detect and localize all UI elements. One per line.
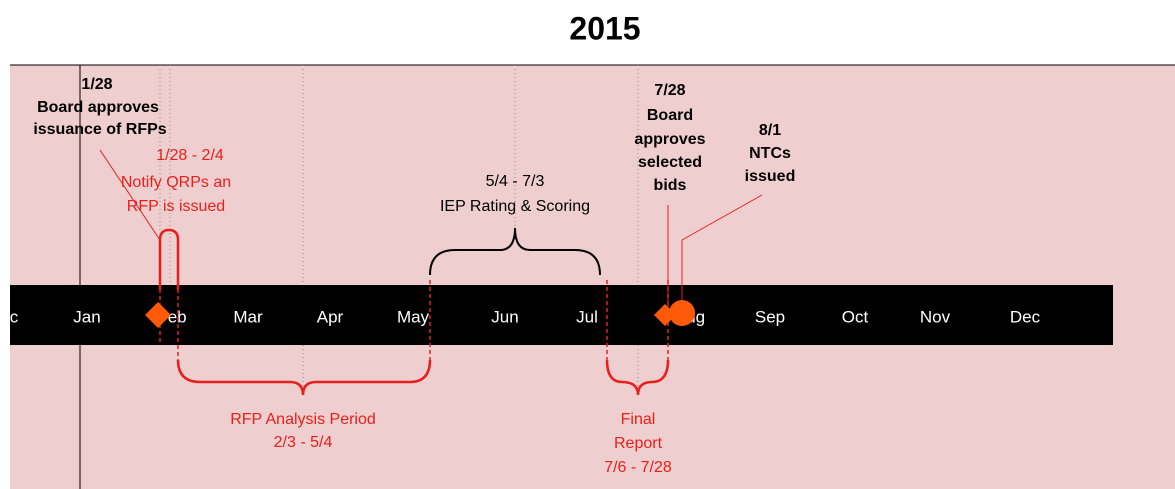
diamond-marker bbox=[145, 302, 171, 328]
annotation-line: RFP is issued bbox=[127, 198, 225, 215]
month-label: Mar bbox=[233, 307, 263, 326]
annotation-line: Report bbox=[614, 435, 663, 452]
annotation-line: Board approves bbox=[37, 99, 159, 116]
dotted-guides bbox=[159, 65, 639, 395]
month-label: May bbox=[397, 307, 430, 326]
month-label: Jun bbox=[491, 307, 518, 326]
annotation-line: NTCs bbox=[749, 145, 791, 162]
braces bbox=[158, 227, 670, 396]
month-label: Oct bbox=[842, 307, 869, 326]
annotation-line: 7/28 bbox=[654, 82, 685, 99]
month-label: Sep bbox=[755, 307, 785, 326]
annotation-line: Notify QRPs an bbox=[121, 174, 231, 191]
annotation-line: 5/4 - 7/3 bbox=[486, 173, 545, 190]
annotation-line: 1/28 bbox=[81, 76, 112, 93]
title: 2015 bbox=[569, 10, 640, 46]
annotation-line: Final bbox=[621, 411, 656, 428]
annotation-line: Board bbox=[647, 107, 693, 124]
annotation-line: selected bbox=[638, 154, 702, 171]
annotation-line: 8/1 bbox=[759, 122, 781, 139]
red-markers bbox=[99, 149, 763, 360]
annotation-line: issuance of RFPs bbox=[33, 121, 166, 138]
circle-marker bbox=[669, 300, 695, 326]
annotation-line: 7/6 - 7/28 bbox=[604, 459, 672, 476]
month-label: c bbox=[10, 307, 19, 326]
month-label: Apr bbox=[317, 307, 344, 326]
month-bar bbox=[10, 285, 1113, 345]
annotation-line: IEP Rating & Scoring bbox=[440, 198, 590, 215]
annotation-line: RFP Analysis Period bbox=[230, 411, 376, 428]
annotation-line: 2/3 - 5/4 bbox=[274, 434, 333, 451]
annotation-line: 1/28 - 2/4 bbox=[156, 147, 224, 164]
month-label: Jan bbox=[73, 307, 100, 326]
annotation-line: issued bbox=[745, 168, 796, 185]
month-label: Jul bbox=[576, 307, 598, 326]
annotation-line: bids bbox=[654, 177, 687, 194]
annotation-line: approves bbox=[634, 131, 705, 148]
background bbox=[10, 65, 1175, 489]
month-label: Nov bbox=[920, 307, 951, 326]
month-label: Dec bbox=[1010, 307, 1041, 326]
